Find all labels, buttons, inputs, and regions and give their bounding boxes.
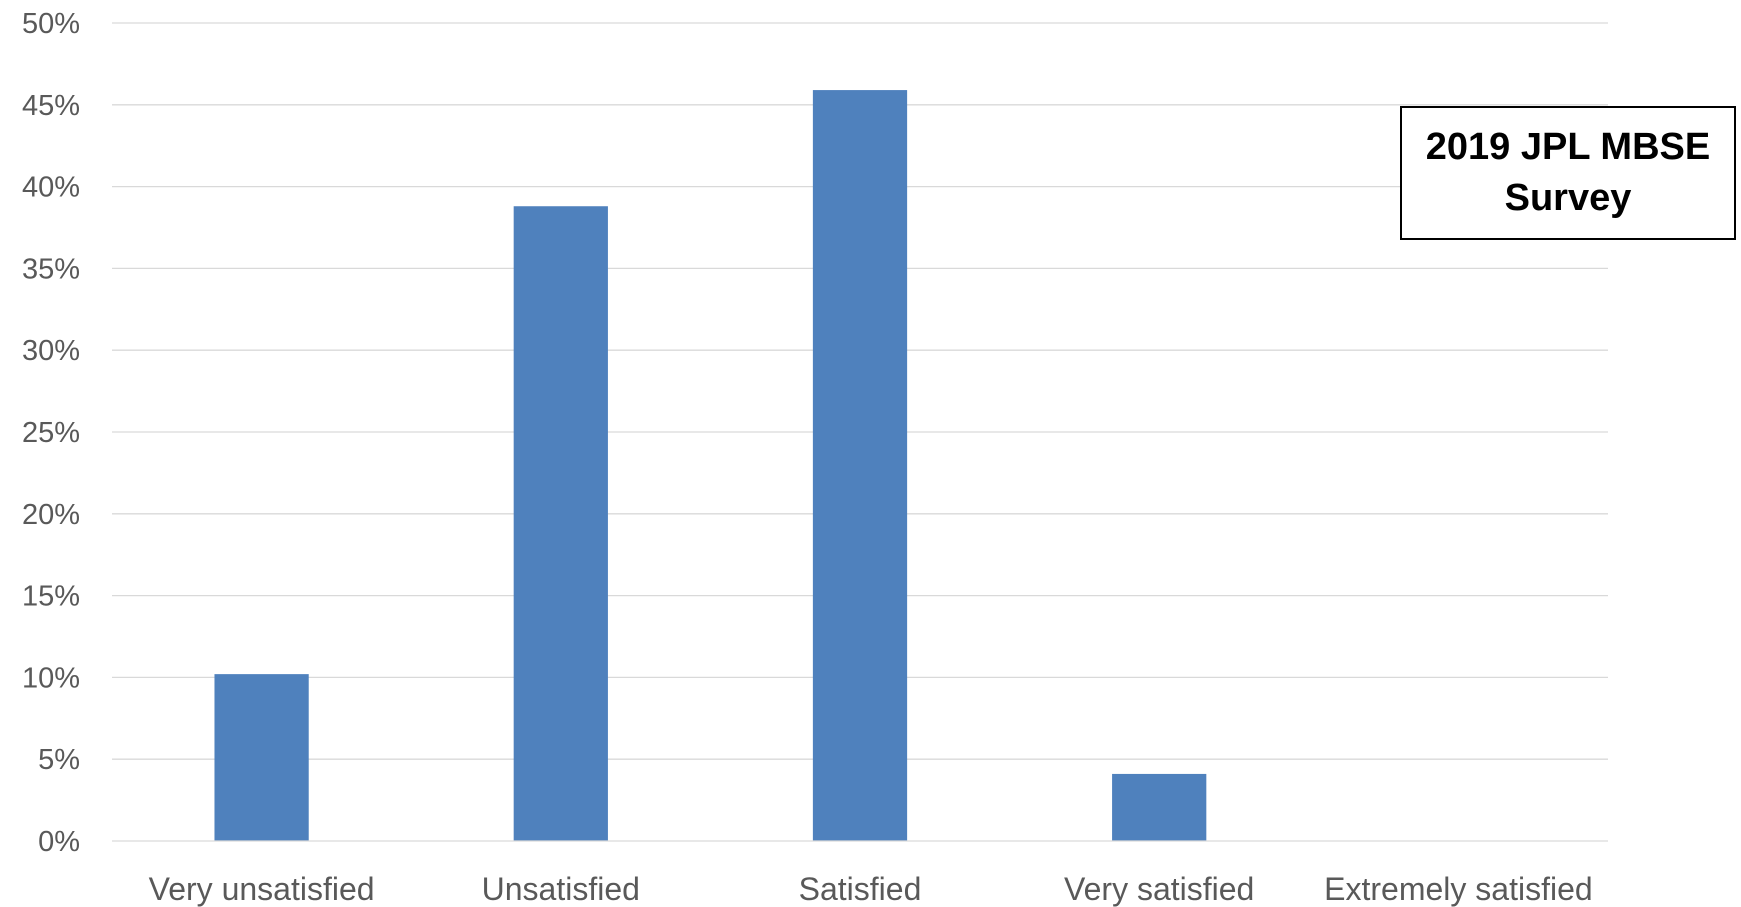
y-tick-label: 10% [22, 662, 80, 694]
x-axis-category-labels: Very unsatisfied Unsatisfied Satisfied Very… [149, 871, 1593, 907]
y-tick-label: 20% [22, 499, 80, 531]
chart-title-box: 2019 JPL MBSE Survey [1400, 106, 1736, 240]
y-tick-label: 15% [22, 581, 80, 613]
y-axis-tick-labels: 0% 5% 10% 15% 20% 25% 30% 35% 40% 45% 50% [22, 8, 80, 858]
y-tick-label: 35% [22, 253, 80, 285]
bar [812, 90, 908, 842]
x-category-label: Very unsatisfied [149, 871, 375, 907]
bar [1112, 773, 1207, 841]
y-tick-label: 45% [22, 90, 80, 122]
y-tick-label: 0% [38, 826, 80, 858]
chart-title: 2019 JPL MBSE Survey [1425, 125, 1711, 219]
x-category-label: Satisfied [799, 871, 922, 907]
x-category-label: Unsatisfied [482, 871, 640, 907]
x-category-label: Very satisfied [1064, 871, 1254, 907]
y-tick-label: 25% [22, 417, 80, 449]
y-tick-label: 40% [22, 172, 80, 204]
bar [513, 206, 608, 841]
x-category-label: Extremely satisfied [1324, 871, 1593, 907]
bars [214, 90, 1207, 842]
y-tick-label: 5% [38, 744, 80, 776]
y-tick-label: 30% [22, 335, 80, 367]
y-tick-label: 50% [22, 8, 80, 40]
bar [214, 674, 309, 841]
